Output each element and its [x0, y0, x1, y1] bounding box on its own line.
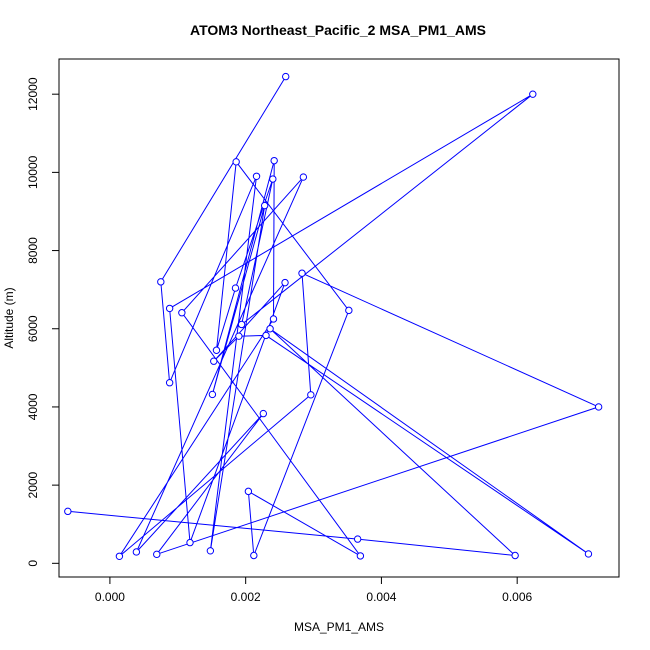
data-point	[307, 391, 315, 399]
x-tick-label: 0.006	[502, 590, 532, 604]
data-point	[206, 547, 215, 555]
data-point	[260, 201, 269, 210]
x-tick-label: 0.004	[366, 590, 396, 604]
data-point	[282, 72, 290, 81]
x-tick-label: 0.000	[95, 590, 125, 604]
data-point	[511, 551, 519, 560]
data-point	[232, 158, 240, 166]
data-point	[529, 90, 537, 98]
data-point	[153, 550, 161, 559]
y-tick-label: 6000	[26, 315, 40, 342]
x-tick-label: 0.002	[231, 590, 261, 604]
data-point	[356, 552, 365, 560]
data-point	[345, 306, 353, 315]
data-series	[64, 72, 603, 560]
data-point	[208, 390, 217, 399]
data-point	[269, 175, 277, 183]
y-tick-label: 12000	[26, 77, 40, 111]
data-point	[269, 315, 278, 323]
data-point	[210, 357, 218, 365]
x-axis: 0.000 0.002 0.004 0.006	[95, 576, 533, 604]
data-point	[165, 304, 174, 313]
data-point	[178, 309, 186, 317]
data-point	[259, 409, 268, 418]
data-point	[353, 535, 362, 543]
y-tick-label: 8000	[26, 237, 40, 264]
data-point	[281, 278, 289, 287]
data-point	[262, 331, 270, 340]
chart-title: ATOM3 Northeast_Pacific_2 MSA_PM1_AMS	[190, 22, 486, 38]
y-axis-label: Altitude (m)	[2, 287, 16, 348]
data-point	[132, 548, 141, 556]
data-point	[244, 487, 253, 496]
y-tick-label: 10000	[26, 155, 40, 189]
data-point	[157, 278, 165, 286]
data-point	[235, 332, 243, 340]
x-axis-label: MSA_PM1_AMS	[294, 620, 384, 634]
y-axis: 0 2000 4000 6000 8000 10000 12000	[26, 77, 60, 567]
data-point	[165, 379, 174, 387]
data-point	[115, 552, 124, 560]
y-tick-label: 2000	[26, 471, 40, 498]
data-point	[298, 269, 306, 277]
y-tick-label: 0	[26, 560, 40, 567]
data-point	[250, 551, 258, 560]
data-point	[237, 320, 246, 329]
data-point	[64, 507, 72, 516]
data-point	[231, 284, 240, 292]
data-point	[252, 172, 261, 180]
data-point	[299, 173, 308, 181]
data-point	[266, 325, 274, 333]
data-point	[594, 403, 603, 411]
data-point	[270, 156, 278, 165]
data-point	[584, 550, 593, 558]
y-tick-label: 4000	[26, 393, 40, 420]
data-point	[186, 538, 194, 547]
data-point	[212, 346, 221, 354]
